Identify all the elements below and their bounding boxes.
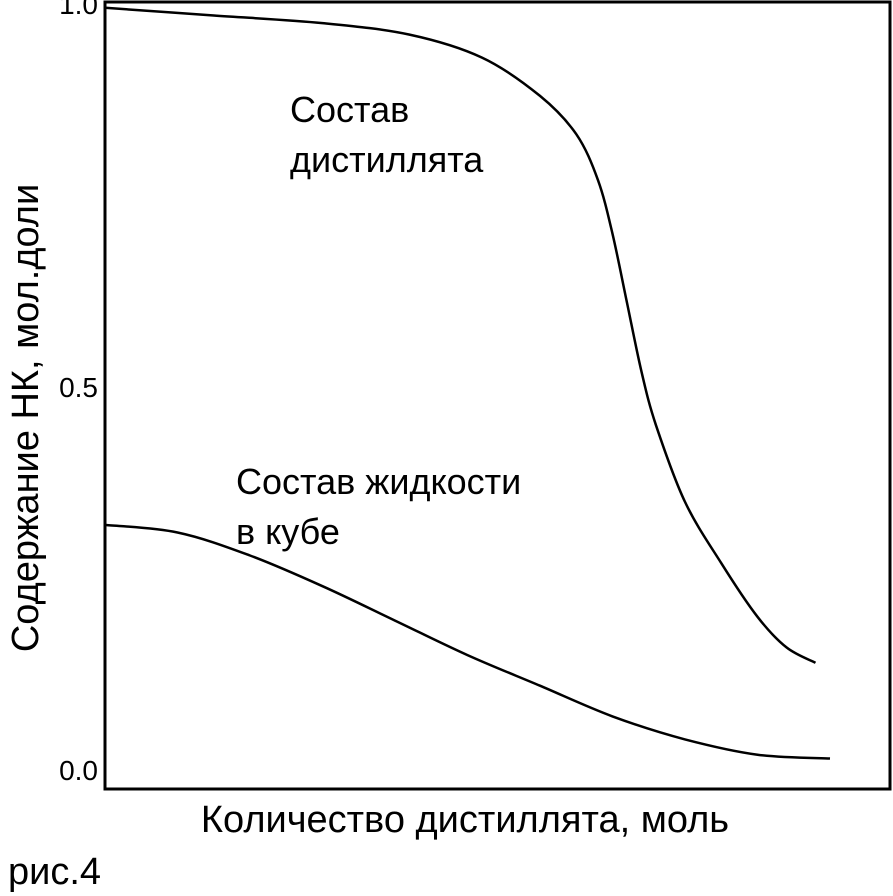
y-tick-label-0: 0.0 xyxy=(59,755,98,786)
y-tick-labels: 0.0 0.5 1.0 xyxy=(59,0,98,786)
series-lines xyxy=(104,6,831,760)
annotation-liquid-line2: в кубе xyxy=(236,511,340,552)
annotation-distillate-line1: Состав xyxy=(290,89,409,130)
series-line-0 xyxy=(104,6,817,664)
y-tick-label-2: 1.0 xyxy=(59,0,98,20)
series-line-1 xyxy=(104,523,831,760)
y-axis-label: Содержание НК, мол.доли xyxy=(5,184,47,652)
plot-frame xyxy=(103,0,892,791)
annotation-distillate-line2: дистиллята xyxy=(290,139,484,180)
x-axis-label: Количество дистиллята, моль xyxy=(201,799,729,841)
annotation-liquid-line1: Состав жидкости xyxy=(236,461,521,502)
y-tick-label-1: 0.5 xyxy=(59,372,98,403)
figure-caption: рис.4 xyxy=(8,851,101,893)
